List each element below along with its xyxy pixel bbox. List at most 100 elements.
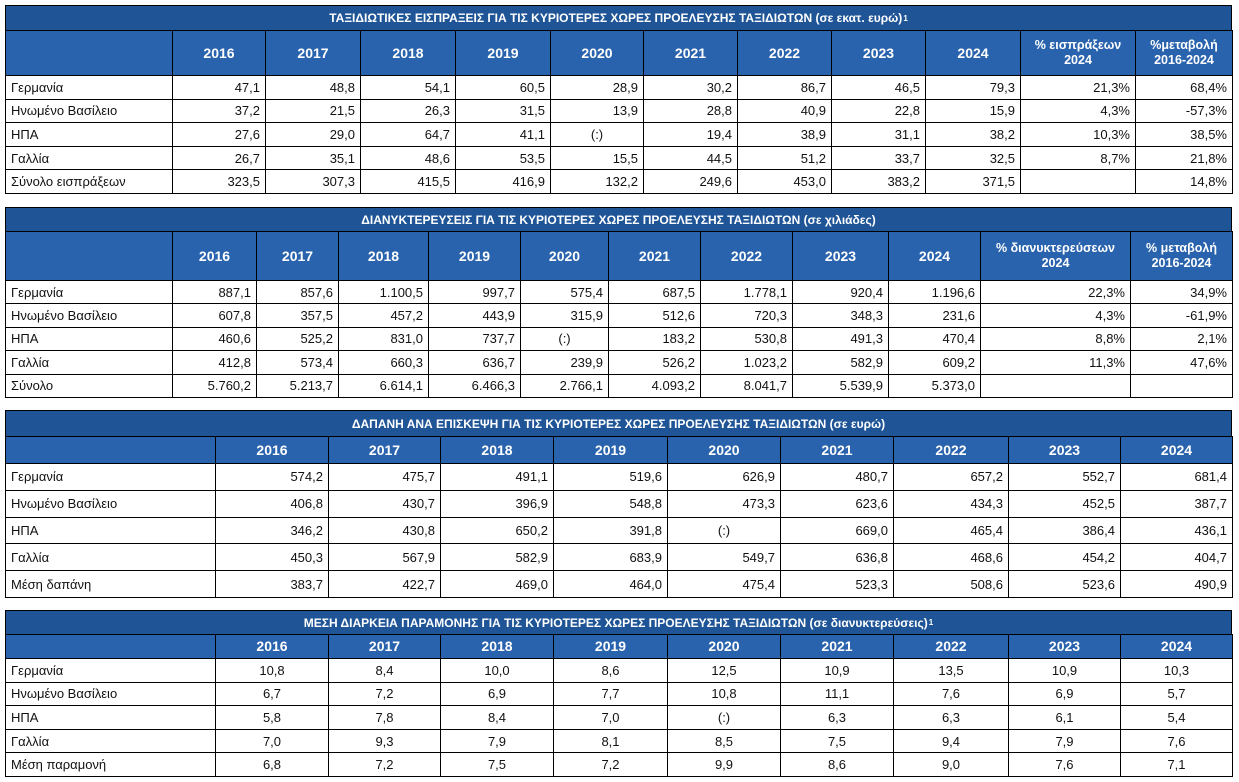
header-cell: 2019 — [455, 30, 551, 76]
header-cell: 2018 — [440, 436, 554, 464]
title-text: ΜΕΣΗ ΔΙΑΡΚΕΙΑ ΠΑΡΑΜΟΝΗΣ ΓΙΑ ΤΙΣ ΚΥΡΙΟΤΕΡ… — [303, 615, 928, 630]
cell: 7,2 — [328, 681, 441, 707]
cell: 609,2 — [888, 350, 981, 375]
cell: 6.466,3 — [428, 373, 521, 398]
row-label: Γαλλία — [5, 145, 173, 171]
cell: 508,6 — [893, 570, 1009, 598]
header-cell: 2017 — [256, 231, 339, 281]
cell: 21,3% — [1020, 75, 1136, 100]
cell: 430,7 — [328, 489, 441, 518]
cell: 8,1 — [553, 728, 668, 754]
cell: 415,5 — [360, 169, 456, 194]
row-label: Ηνωμένο Βασίλειο — [5, 303, 173, 328]
row-label: Μέση δαπάνη — [5, 570, 216, 598]
cell: 491,1 — [440, 463, 554, 491]
header-cell: 2024 — [1120, 634, 1233, 659]
cell: 64,7 — [360, 122, 456, 147]
cell: 9,4 — [893, 728, 1009, 754]
header-cell: 2022 — [893, 634, 1009, 659]
cell: 307,3 — [265, 169, 361, 194]
table-block: ΜΕΣΗ ΔΙΑΡΚΕΙΑ ΠΑΡΑΜΟΝΗΣ ΓΙΑ ΤΙΣ ΚΥΡΙΟΤΕΡ… — [5, 610, 1233, 777]
row-label: Γερμανία — [5, 75, 173, 100]
cell: 469,0 — [440, 570, 554, 598]
header-row: 2016 2017 2018 2019 2020 2021 2022 2023 2024 — [5, 634, 1233, 659]
cell: 21,8% — [1135, 145, 1233, 171]
cell: 7,1 — [1120, 752, 1233, 777]
row-label: Ηνωμένο Βασίλειο — [5, 489, 216, 518]
cell: 31,5 — [455, 98, 551, 124]
data-row: Ηνωμένο Βασίλειο 37,2 21,5 26,3 31,5 13,9 28,8… — [5, 98, 1233, 124]
cell: 567,9 — [328, 543, 441, 572]
cell: 10,0 — [440, 658, 554, 683]
cell: 8,7% — [1020, 145, 1136, 171]
cell: 383,7 — [215, 570, 329, 598]
header-cell: 2023 — [1008, 436, 1121, 464]
cell: 47,1 — [172, 75, 266, 100]
header-cell: %μεταβολή 2016-2024 — [1135, 30, 1233, 76]
cell: 452,5 — [1008, 489, 1121, 518]
header-cell: 2021 — [780, 634, 894, 659]
cell: 10,9 — [1008, 658, 1121, 683]
header-cell: 2023 — [792, 231, 889, 281]
cell: 6.614,1 — [338, 373, 429, 398]
row-label: Γαλλία — [5, 350, 173, 375]
cell: 523,6 — [1008, 570, 1121, 598]
cell: 7,9 — [1008, 728, 1121, 754]
cell: 519,6 — [553, 463, 668, 491]
cell: 480,7 — [780, 463, 894, 491]
data-row: ΗΠΑ 5,8 7,8 8,4 7,0 (:) 6,3 6,3 6,1 5,4 — [5, 705, 1233, 730]
cell: 7,2 — [553, 752, 668, 777]
table-title: ΔΑΠΑΝΗ ΑΝΑ ΕΠΙΣΚΕΨΗ ΓΙΑ ΤΙΣ ΚΥΡΙΟΤΕΡΕΣ Χ… — [5, 410, 1232, 436]
cell: 453,0 — [737, 169, 832, 194]
cell: 687,5 — [608, 279, 701, 305]
cell: 623,6 — [780, 489, 894, 518]
cell: 5,7 — [1120, 681, 1233, 707]
data-row: Γερμανία 10,8 8,4 10,0 8,6 12,5 10,9 13,5 10,9 10… — [5, 658, 1233, 683]
cell: 14,8% — [1135, 169, 1233, 194]
header-cell: 2016 — [215, 436, 329, 464]
cell: 454,2 — [1008, 543, 1121, 572]
cell: 38,5% — [1135, 122, 1233, 147]
cell: 383,2 — [831, 169, 926, 194]
cell: 10,8 — [667, 681, 781, 707]
cell — [980, 373, 1131, 398]
cell: 86,7 — [737, 75, 832, 100]
header-row: 2016 2017 2018 2019 2020 2021 2022 2023 2024% ει… — [5, 30, 1233, 76]
header-cell: 2020 — [520, 231, 609, 281]
cell: (:) — [550, 122, 644, 147]
cell: 443,9 — [428, 303, 521, 328]
cell: 831,0 — [338, 326, 429, 352]
cell: 607,8 — [172, 303, 257, 328]
title-text: ΔΙΑΝΥΚΤΕΡΕΥΣΕΙΣ ΓΙΑ ΤΙΣ ΚΥΡΙΟΤΕΡΕΣ ΧΩΡΕΣ… — [361, 212, 876, 227]
cell: 9,9 — [667, 752, 781, 777]
data-row: Γερμανία 887,1 857,6 1.100,5 997,7 575,4 687,5… — [5, 279, 1233, 305]
cell: 5.373,0 — [888, 373, 981, 398]
cell: 660,3 — [338, 350, 429, 375]
header-cell: 2017 — [328, 634, 441, 659]
cell: 79,3 — [925, 75, 1021, 100]
data-row: Ηνωμένο Βασίλειο 607,8 357,5 457,2 443,9 315,… — [5, 303, 1233, 328]
header-cell: 2024 — [925, 30, 1021, 76]
cell: 346,2 — [215, 516, 329, 545]
cell: 30,2 — [643, 75, 738, 100]
data-table: 2016 2017 2018 2019 2020 2021 2022 2023 2024% ει… — [5, 30, 1233, 194]
cell: (:) — [667, 705, 781, 730]
cell: 1.100,5 — [338, 279, 429, 305]
header-cell: 2022 — [893, 436, 1009, 464]
cell: 7,5 — [440, 752, 554, 777]
header-cell: 2018 — [440, 634, 554, 659]
cell: 626,9 — [667, 463, 781, 491]
cell: 54,1 — [360, 75, 456, 100]
cell: 26,3 — [360, 98, 456, 124]
header-row: 2016 2017 2018 2019 2020 2021 2022 2023 2024 — [5, 436, 1233, 464]
cell: 574,2 — [215, 463, 329, 491]
row-label: Μέση παραμονή — [5, 752, 216, 777]
cell: 404,7 — [1120, 543, 1233, 572]
header-cell: % εισπράξεων 2024 — [1020, 30, 1136, 76]
row-label: ΗΠΑ — [5, 516, 216, 545]
cell — [1020, 169, 1136, 194]
cell: 582,9 — [792, 350, 889, 375]
cell: 8.041,7 — [700, 373, 793, 398]
data-row: Γαλλία 412,8 573,4 660,3 636,7 239,9 526,2 1.02… — [5, 350, 1233, 375]
cell: 396,9 — [440, 489, 554, 518]
